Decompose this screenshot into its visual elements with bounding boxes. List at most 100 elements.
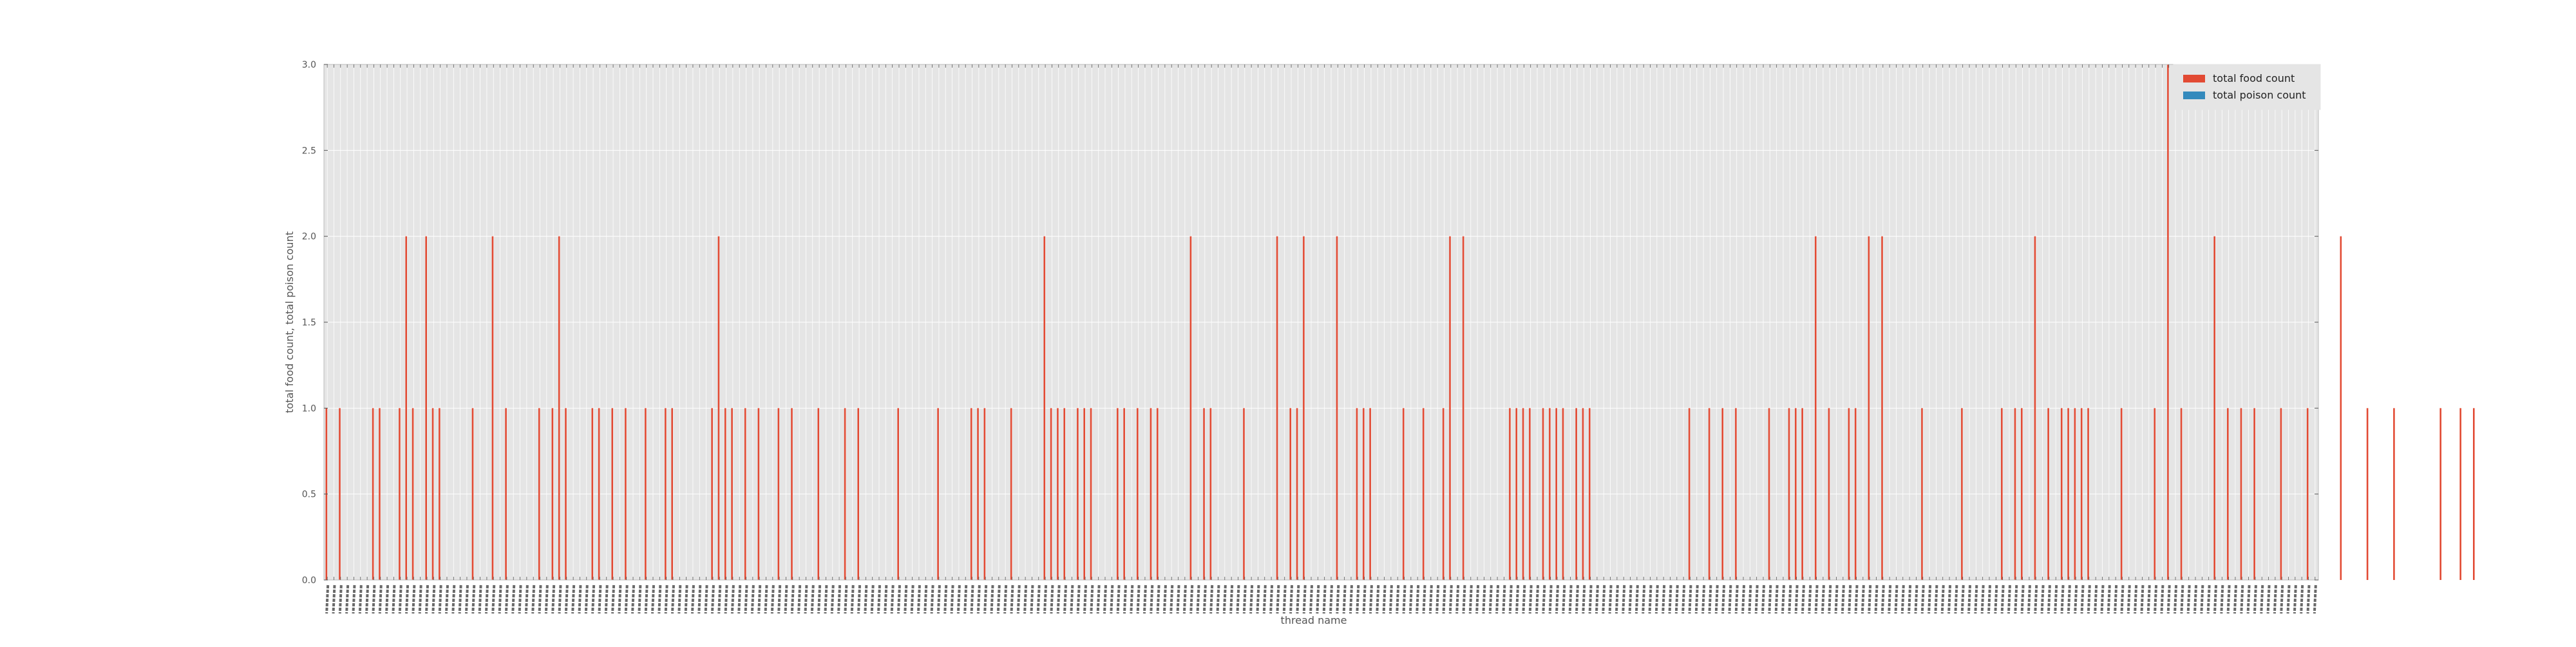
x-tick-label (677, 584, 682, 614)
x-tick-label (1222, 584, 1227, 614)
x-tick-label (956, 584, 961, 614)
x-tick-label (684, 584, 688, 614)
legend-swatch-poison (2183, 92, 2205, 99)
x-tick-label (2174, 584, 2178, 614)
x-tick-label (2140, 584, 2145, 614)
x-tick-label (1542, 584, 1546, 614)
x-tick-label (1694, 584, 1699, 614)
x-tick-label (1162, 584, 1167, 614)
x-tick-label (1728, 584, 1732, 614)
x-tick-label (2200, 584, 2204, 614)
x-tick-label (916, 584, 921, 614)
x-tick-label (870, 584, 875, 614)
x-tick-label (1888, 584, 1892, 614)
x-tick-label (365, 584, 370, 614)
food-count-bar (439, 408, 440, 580)
legend: total food count total poison count (2173, 64, 2321, 110)
x-tick-label (491, 584, 496, 614)
x-tick-label (1396, 584, 1400, 614)
x-tick-label (1428, 584, 1433, 614)
food-count-bar (1795, 408, 1797, 580)
food-count-bar (1243, 408, 1245, 580)
food-count-bar (2439, 408, 2441, 580)
food-count-bar (2253, 408, 2255, 580)
x-tick-label (451, 584, 456, 614)
x-tick-label (1056, 584, 1061, 614)
food-count-bar (897, 408, 899, 580)
x-tick-label (1462, 584, 1466, 614)
x-tick-label (1003, 584, 1008, 614)
food-count-bar (2047, 408, 2049, 580)
x-tick-label (1475, 584, 1480, 614)
food-count-bar (937, 408, 939, 580)
x-tick-label (1402, 584, 1406, 614)
x-tick-label (584, 584, 589, 614)
x-tick-label (896, 584, 901, 614)
x-tick-label (2100, 584, 2105, 614)
x-tick-label (923, 584, 928, 614)
x-tick-label (1262, 584, 1267, 614)
x-tick-label (1342, 584, 1347, 614)
x-tick-label (1329, 584, 1333, 614)
x-tick-label (2114, 584, 2118, 614)
x-tick-label (1110, 584, 1114, 614)
legend-swatch-food (2183, 75, 2205, 82)
x-tick-label (1522, 584, 1526, 614)
x-tick-label (2280, 584, 2284, 614)
x-tick-label (1602, 584, 1606, 614)
food-count-bar (2167, 64, 2169, 580)
food-count-bar (1881, 236, 1883, 581)
x-tick-label (2000, 584, 2005, 614)
x-tick-label (1150, 584, 1154, 614)
x-tick-label (511, 584, 516, 614)
x-tick-label (2260, 584, 2264, 614)
x-tick-label (1940, 584, 1945, 614)
food-count-bar (817, 408, 820, 580)
food-count-bar (777, 408, 780, 580)
x-axis-label: thread name (1281, 614, 1347, 626)
x-tick-label (1654, 584, 1659, 614)
x-tick-label (817, 584, 822, 614)
x-tick-label (578, 584, 582, 614)
x-tick-label (1189, 584, 1194, 614)
food-count-bar (2473, 408, 2475, 580)
x-tick-label (1242, 584, 1247, 614)
food-count-bar (645, 408, 647, 580)
x-tick-label (1070, 584, 1074, 614)
x-tick-label (777, 584, 782, 614)
food-count-bar (491, 236, 494, 581)
food-count-bar (1189, 236, 1192, 581)
x-tick-label (1568, 584, 1573, 614)
legend-frame (2173, 64, 2321, 110)
x-tick-label (2014, 584, 2018, 614)
x-tick-label (1136, 584, 1141, 614)
x-tick-label (2180, 584, 2184, 614)
x-tick-label (2266, 584, 2271, 614)
x-tick-label (2074, 584, 2078, 614)
x-tick-label (1076, 584, 1081, 614)
x-tick-label (1528, 584, 1533, 614)
food-count-bar (2034, 236, 2036, 581)
x-tick-label (2286, 584, 2291, 614)
x-tick-label (1050, 584, 1054, 614)
tick-marks (324, 64, 2318, 581)
x-tick-label (1648, 584, 1653, 614)
x-tick-label (538, 584, 542, 614)
x-tick-label (797, 584, 802, 614)
x-tick-label (1821, 584, 1825, 614)
x-tick-label (1216, 584, 1220, 614)
x-tick-label (624, 584, 629, 614)
x-tick-label (1608, 584, 1613, 614)
food-count-bar (1043, 236, 1046, 581)
x-tick-label (1828, 584, 1832, 614)
x-tick-label (1954, 584, 1958, 614)
x-tick-label (544, 584, 549, 614)
x-tick-label (1269, 584, 1274, 614)
x-tick-label (804, 584, 808, 614)
x-tick-label (1103, 584, 1107, 614)
x-tick-label (930, 584, 934, 614)
x-tick-label (704, 584, 708, 614)
food-count-bar (2014, 408, 2016, 580)
food-count-bar (2060, 408, 2063, 580)
x-tick-label (1734, 584, 1739, 614)
